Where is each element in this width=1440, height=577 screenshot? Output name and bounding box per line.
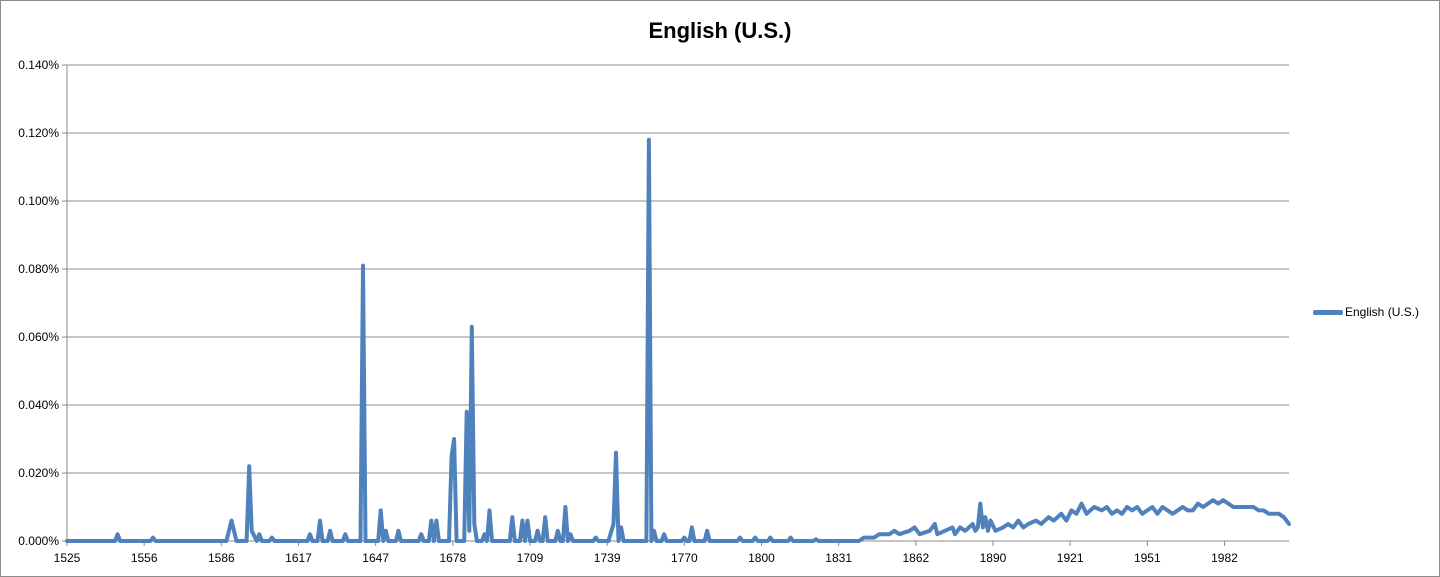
x-tick-label: 1831	[825, 551, 852, 565]
chart-title: English (U.S.)	[648, 18, 792, 43]
x-tick-label: 1862	[902, 551, 929, 565]
x-tick-label: 1678	[439, 551, 466, 565]
y-tick-label: 0.100%	[18, 194, 59, 208]
legend: English (U.S.)	[1313, 305, 1419, 319]
legend-swatch	[1313, 309, 1343, 315]
y-tick-label: 0.040%	[18, 398, 59, 412]
y-tick-label: 0.000%	[18, 534, 59, 548]
x-tick-label: 1982	[1211, 551, 1238, 565]
x-tick-label: 1890	[980, 551, 1007, 565]
y-tick-label: 0.060%	[18, 330, 59, 344]
x-tick-label: 1770	[671, 551, 698, 565]
y-tick-label: 0.080%	[18, 262, 59, 276]
legend-label: English (U.S.)	[1345, 305, 1420, 319]
y-tick-label: 0.120%	[18, 126, 59, 140]
x-tick-label: 1921	[1057, 551, 1084, 565]
y-tick-label: 0.140%	[18, 58, 59, 72]
x-tick-label: 1556	[131, 551, 158, 565]
x-tick-label: 1739	[594, 551, 621, 565]
x-tick-label: 1709	[517, 551, 544, 565]
x-tick-label: 1586	[208, 551, 235, 565]
x-tick-label: 1800	[748, 551, 775, 565]
x-tick-label: 1617	[285, 551, 312, 565]
y-tick-label: 0.020%	[18, 466, 59, 480]
x-tick-label: 1525	[54, 551, 81, 565]
x-tick-label: 1951	[1134, 551, 1161, 565]
series-line	[65, 137, 1291, 543]
x-tick-label: 1647	[362, 551, 389, 565]
